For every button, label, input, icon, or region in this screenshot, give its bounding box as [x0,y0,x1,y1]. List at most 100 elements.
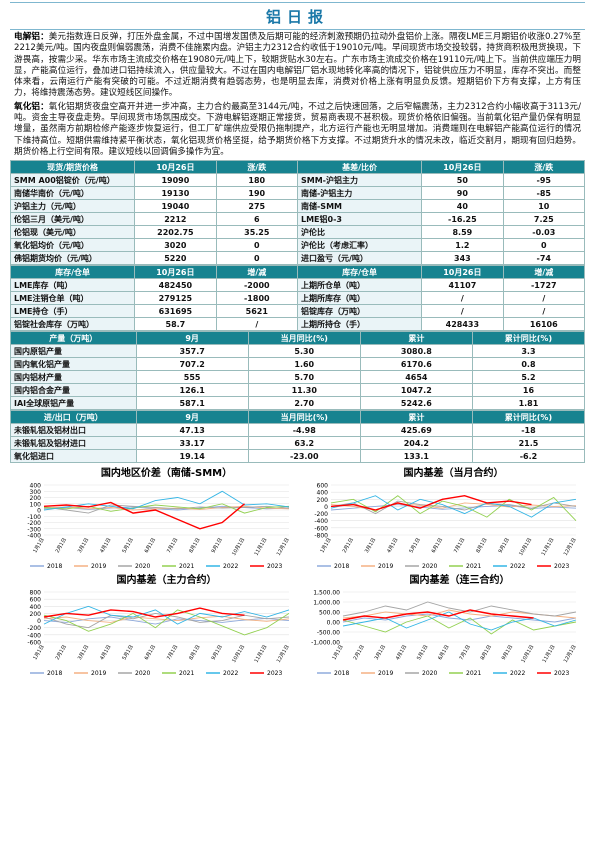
header-cell: 增/减 [502,265,586,280]
header-cell: 增/减 [215,265,298,280]
table-cell: 1047.2 [359,383,473,398]
table-row: 氧化铝进口 19.14 -23.00 133.1 -6.2 [10,449,586,464]
table-cell: 204.2 [359,436,473,451]
header-cell: 进/出口（万吨） [10,410,137,425]
table-cell: 275 [215,199,298,214]
legend-label: 2020 [135,670,150,677]
table-cell: 133.1 [359,449,473,464]
table-row: 库存/仓单 10月26日 增/减 库存/仓单 10月26日 增/减 [9,265,586,280]
y-tick-label: -400 [27,633,41,640]
table-row: IAI全球原铝产量 587.1 2.70 5242.6 1.81 [10,396,586,411]
table-cell: 上期所库存（吨） [296,291,423,306]
table-cell: 5621 [215,304,298,319]
chart: 国内地区价差（南储-SMM） 4003002001000-100-200-300-… [27,466,291,570]
table-cell: 126.1 [135,383,249,398]
header-cell: 现货/期货价格 [9,160,136,175]
x-tick-label: 6月1日 [144,537,157,554]
legend-label: 2019 [91,563,106,570]
y-tick-label: -100 [27,514,41,521]
table-cell: 铝锭库存（万吨） [296,304,423,319]
table-cell: 555 [135,370,249,385]
table-cell: 279125 [134,291,217,306]
x-tick-label: 10月1日 [520,644,535,664]
table-cell: / [421,304,504,319]
paragraph-label: 电解铝： [14,32,49,42]
table-cell: 631695 [134,304,217,319]
y-tick-label: -500.00 [317,630,340,637]
x-tick-label: 7月1日 [453,537,466,554]
header-cell: 基差/比价 [296,160,423,175]
series-line [43,616,290,624]
table-cell: / [502,304,586,319]
table-cell: 伦铝三月（美元/吨） [9,212,136,227]
y-tick-label: -600 [314,526,328,533]
y-tick-label: 600 [30,597,42,604]
table-row: 未锻轧铝及铝材出口 47.13 -4.98 425.69 -18 [10,423,586,438]
table-cell: 0.8 [471,357,586,372]
x-tick-label: 11月1日 [540,537,555,557]
y-tick-label: -800 [314,533,328,540]
table-row: 佛铝期货均价（元/吨） 5220 0 进口盈亏（元/吨） 343 -74 [9,251,586,266]
table-cell: 南储-SMM [296,199,423,214]
table-cell: 5.70 [247,370,361,385]
header-cell: 库存/仓单 [296,265,423,280]
header-cell: 涨/跌 [502,160,586,175]
series-line [342,609,534,621]
legend-label: 2020 [422,670,437,677]
table-cell: 707.2 [135,357,249,372]
x-tick-label: 11月1日 [542,644,557,664]
report: 铝日报 电解铝：美元指数连日反弹，打压外盘金属，不过中国增发国债及后期可能的经济… [9,2,586,844]
x-tick-label: 10月1日 [231,537,246,557]
table-cell: 5.2 [471,370,586,385]
header-cell: 10月26日 [421,265,504,280]
header-cell: 库存/仓单 [9,265,136,280]
y-tick-label: 200 [30,495,42,502]
table-cell: / [502,291,586,306]
table-cell: 伦铝现（美元/吨） [9,225,136,240]
table-cell: 7.25 [502,212,586,227]
x-tick-label: 3月1日 [374,644,387,661]
table-cell: 19.14 [135,449,249,464]
table-cell: 0 [215,251,298,266]
paragraph-text: 美元指数连日反弹，打压外盘金属，不过中国增发国债及后期可能的经济刺激预期仍拉动外… [14,32,581,99]
table-cell: / [421,291,504,306]
table-cell: 佛铝期货均价（元/吨） [9,251,136,266]
table-cell: 357.7 [135,344,249,359]
legend-label: 2023 [267,670,282,677]
legend-label: 2018 [334,563,349,570]
chart-title: 国内基差（主力合约） [117,573,217,586]
header-cell: 累计同比(%) [471,331,586,346]
x-tick-label: 4月1日 [99,537,112,554]
y-tick-label: 600 [317,483,329,490]
x-tick-label: 11月1日 [253,537,268,557]
table-cell: 上期所持仓（手） [296,317,423,332]
x-tick-label: 2月1日 [353,644,366,661]
series-line [342,601,577,617]
table-cell: 南储-沪铝主力 [296,186,423,201]
table-cell: 3020 [134,238,217,253]
legend-label: 2019 [378,670,393,677]
x-tick-label: 12月1日 [276,537,291,557]
table-row: 沪铝主力（元/吨） 19040 275 南储-SMM 40 10 [9,199,586,214]
table-cell: 未锻轧铝及铝材出口 [10,423,137,438]
y-tick-label: -200 [27,625,41,632]
table-cell: 47.13 [135,423,249,438]
y-tick-label: 0 [324,504,328,511]
x-tick-label: 9月1日 [211,644,224,661]
legend-label: 2023 [267,563,282,570]
table-cell: IAI全球原铝产量 [10,396,137,411]
series-line [342,613,577,623]
table-cell: 6 [215,212,298,227]
header-cell: 当月同比(%) [247,410,361,425]
table-cell: 428433 [421,317,504,332]
table-cell: 11.30 [247,383,361,398]
x-tick-label: 3月1日 [77,644,90,661]
table-cell: 50 [421,173,504,188]
y-tick-label: 200 [30,611,42,618]
table-cell: 482450 [134,278,217,293]
table: 现货/期货价格 10月26日 涨/跌 基差/比价 10月26日 涨/跌 SMM A00铝锭价… [9,160,586,266]
table-cell: SMM-沪铝主力 [296,173,423,188]
x-tick-label: 7月1日 [166,644,179,661]
